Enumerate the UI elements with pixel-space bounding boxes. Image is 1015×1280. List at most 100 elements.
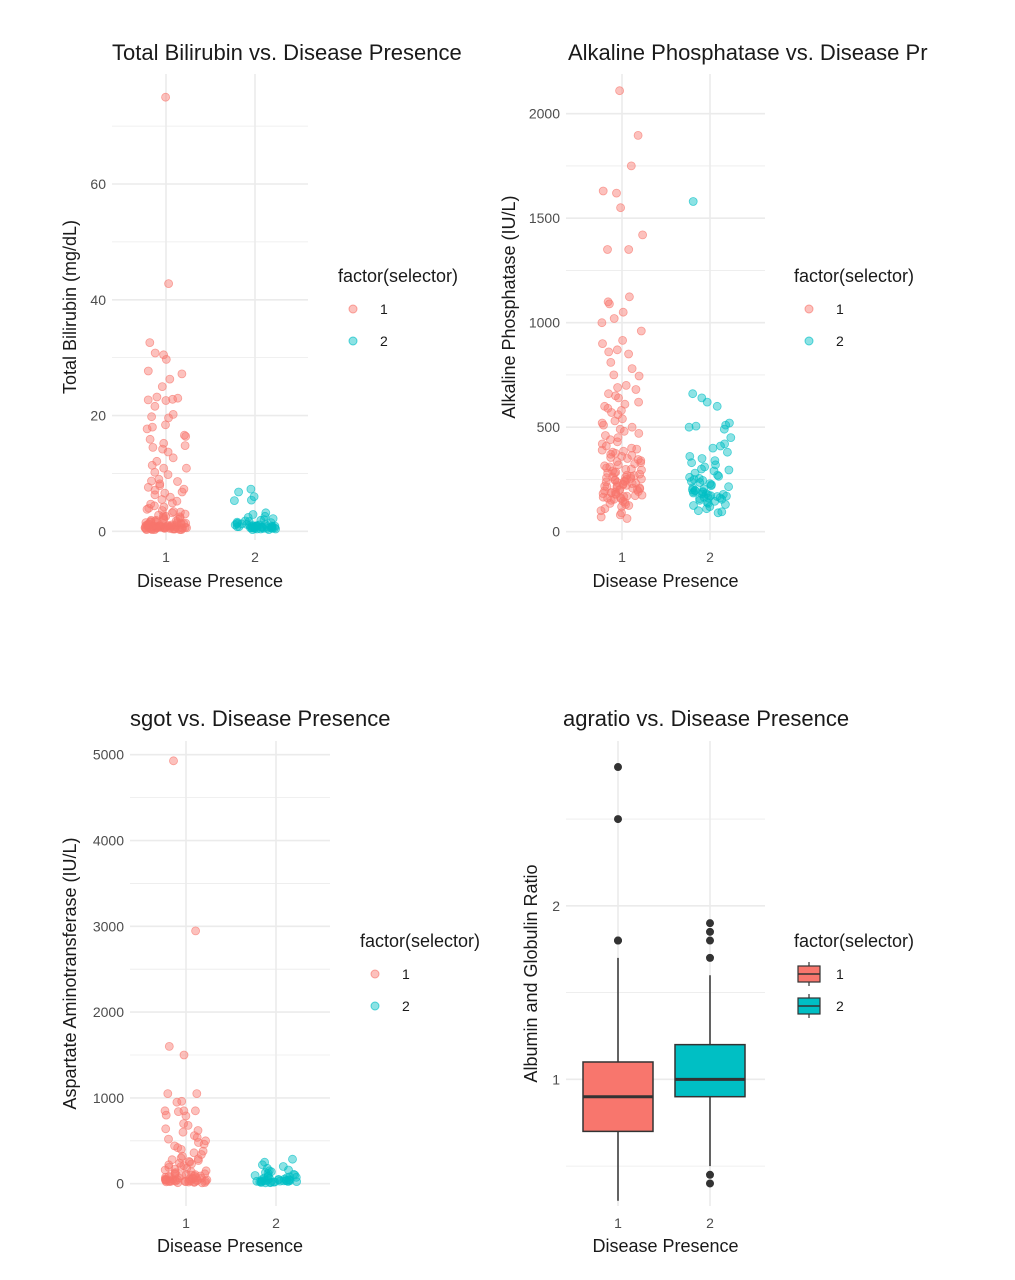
y-tick-label: 60 [90,176,106,192]
y-tick-label: 1 [552,1071,560,1087]
outlier-point [706,919,714,928]
data-point [148,442,158,452]
data-marks [160,756,302,1188]
data-point [724,482,733,492]
y-tick-label: 40 [90,292,106,308]
data-point [193,1156,203,1165]
data-point [623,454,632,463]
data-point [246,484,256,494]
data-point [708,443,718,453]
data-point [232,522,242,532]
x-tick-label: 1 [618,549,626,565]
data-point [634,371,644,381]
data-point [161,396,171,405]
legend-key [804,336,814,346]
data-point [634,428,644,438]
panel-3: 0 1000 2000 3000 4000 5000 1 2 sgot vs. Disease … [60,706,480,1256]
data-point [150,348,160,358]
data-point [606,449,616,459]
legend-label: 2 [836,998,844,1014]
y-tick-label: 0 [98,523,106,539]
legend-title: factor(selector) [338,266,458,286]
data-point [632,444,642,454]
legend-label: 1 [836,966,844,982]
data-point [161,1110,171,1120]
outlier-point [614,936,622,945]
panel-4: 1 2 1 2 agratio vs. Disease Presence Disease … [521,706,914,1256]
data-point [613,437,622,447]
data-point [613,460,623,470]
grid-lines [566,74,765,540]
y-axis-label: Albumin and Globulin Ratio [521,864,541,1082]
data-point [636,326,646,336]
data-point [163,1089,173,1098]
data-point [201,1176,211,1186]
data-point [719,424,729,434]
x-axis-label: Disease Presence [137,571,283,591]
y-tick-label: 2 [552,898,560,914]
data-point [168,453,178,463]
data-point [637,490,647,500]
data-point [615,424,625,434]
data-point [702,504,711,514]
data-point [605,299,614,309]
data-point [606,357,616,367]
data-point [615,86,624,96]
data-point [181,431,191,441]
chart-title: Alkaline Phosphatase vs. Disease Pr [568,40,928,65]
data-point [172,1097,182,1107]
data-point [178,1127,188,1137]
panel-1: 0 20 40 60 1 2 Total Bilirubin vs. Disease Pre… [60,40,462,591]
data-point [177,369,187,379]
x-tick-label: 2 [706,1215,714,1231]
legend-title: factor(selector) [794,266,914,286]
data-point [192,1175,202,1185]
data-point [179,1050,189,1060]
data-point [292,1177,302,1186]
data-point [694,506,703,516]
data-point [161,92,171,102]
data-point [173,1107,183,1116]
chart-title: agratio vs. Disease Presence [563,706,849,731]
outlier-point [706,927,714,936]
data-point [185,1174,194,1184]
data-point [175,525,185,534]
legend-label: 2 [380,333,388,349]
data-point [173,393,183,403]
data-point [179,1119,189,1128]
data-point [630,491,640,501]
x-tick-label: 1 [162,549,170,565]
data-point [167,1155,177,1165]
data-point [599,420,608,430]
data-point [618,307,628,317]
data-point [622,514,632,523]
data-point [626,161,636,171]
legend-label: 1 [380,301,388,317]
data-point [161,354,171,364]
data-point [155,481,165,491]
data-point [615,510,625,520]
legend-label: 1 [836,301,844,317]
data-point [633,130,643,140]
y-tick-label: 2000 [93,1004,124,1020]
legend: factor(selector) 1 2 [794,931,914,1018]
data-point [192,1133,202,1142]
data-point [150,467,160,477]
data-point [176,1145,186,1154]
data-point [163,470,173,480]
data-point [261,508,271,518]
legend-key [348,304,358,314]
data-point [181,463,191,473]
data-point [638,230,647,240]
legend: factor(selector) 1 2 [338,266,458,349]
x-tick-label: 2 [251,549,259,565]
y-tick-label: 0 [552,524,560,540]
data-point [150,490,160,500]
data-point [624,245,634,254]
y-tick-label: 1500 [529,210,560,226]
data-point [634,397,643,407]
data-point [723,447,732,457]
data-point [150,485,160,495]
panel-2: 0 500 1000 1500 2000 1 2 Alkaline Phosphatase v… [499,40,928,591]
data-marks [140,92,281,534]
